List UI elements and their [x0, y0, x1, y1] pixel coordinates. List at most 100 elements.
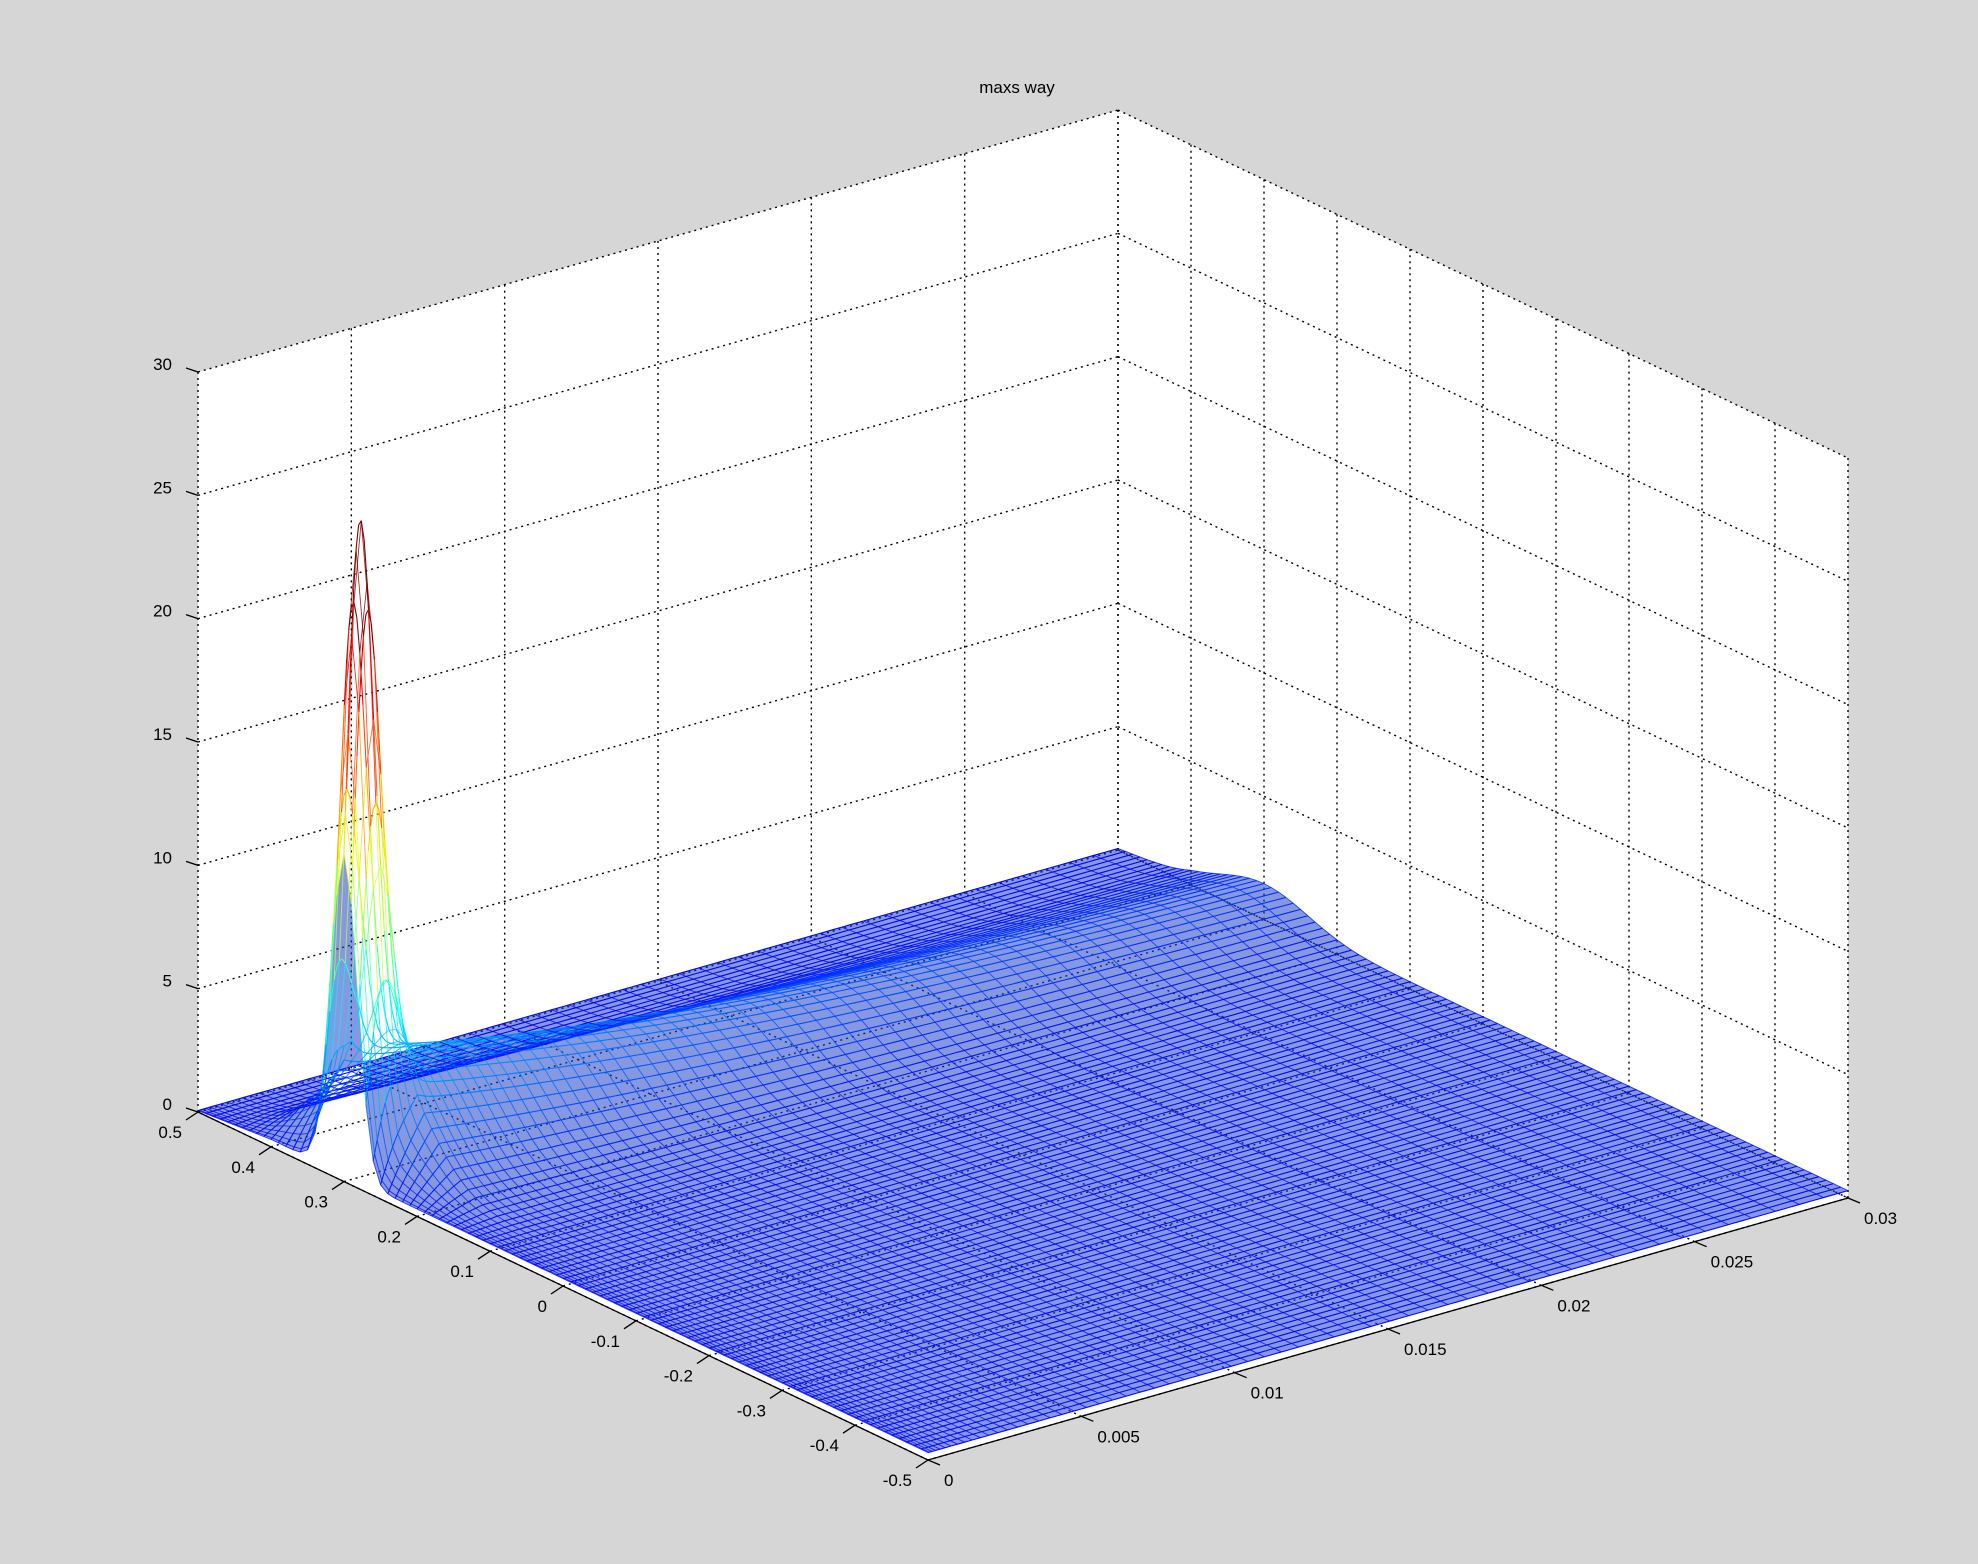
mesh-line-y	[1056, 898, 1069, 903]
mesh-line-y	[836, 960, 848, 965]
mesh-line-y	[455, 1123, 461, 1126]
mesh-line-y	[955, 900, 968, 906]
mesh-line-y	[694, 993, 704, 998]
mesh-line-y	[443, 1125, 448, 1128]
mesh-line-y	[666, 978, 677, 983]
mesh-line-y	[765, 950, 776, 955]
mesh-line-y	[224, 1101, 228, 1104]
surface-mesh	[197, 520, 1849, 1454]
mesh-line-y	[605, 1014, 615, 1019]
mesh-line-y	[604, 991, 614, 996]
mesh-line-y	[1000, 902, 1012, 907]
mesh-line-y	[854, 957, 866, 962]
mesh-line-y	[521, 1038, 531, 1042]
mesh-line-y	[653, 992, 664, 996]
mesh-line-y	[878, 937, 890, 942]
mesh-line-y	[489, 1075, 496, 1077]
mesh-line-y	[508, 1024, 518, 1028]
mesh-line-y	[263, 1089, 269, 1093]
mesh-line-y	[900, 942, 912, 947]
mesh-line-y	[1028, 874, 1042, 880]
mesh-line-y	[769, 958, 781, 963]
mesh-line-y	[793, 974, 804, 979]
mesh-line-y	[838, 929, 850, 934]
mesh-line-y	[1061, 893, 1074, 898]
mesh-line-y	[655, 986, 666, 991]
mesh-line-y	[963, 888, 976, 893]
mesh-line-y	[457, 1107, 463, 1110]
mesh-line-y	[906, 919, 919, 924]
mesh-line-y	[720, 973, 731, 977]
mesh-line-y	[589, 1015, 599, 1019]
mesh-line-y	[848, 963, 860, 968]
mesh-line-y	[1029, 909, 1042, 914]
mesh-line-y	[788, 938, 800, 943]
mesh-line-y	[729, 987, 740, 991]
mesh-line-y	[1120, 853, 1133, 859]
mesh-line-y	[739, 984, 750, 989]
mesh-line-y	[1081, 854, 1094, 860]
mesh-line-y	[465, 1091, 471, 1094]
mesh-line-y	[1017, 912, 1030, 917]
mesh-line-y	[965, 923, 978, 929]
mesh-line-y	[664, 1005, 674, 1010]
mesh-line-y	[1039, 886, 1052, 891]
mesh-line-y	[828, 968, 839, 973]
mesh-line-y	[581, 1012, 591, 1017]
mesh-line-y	[651, 997, 662, 1001]
mesh-line-y	[290, 1133, 294, 1137]
mesh-line-y	[444, 1109, 449, 1112]
mesh-line-y	[596, 1017, 606, 1021]
mesh-line-y	[297, 1079, 304, 1083]
mesh-line-y	[921, 924, 933, 929]
mesh-line-y	[745, 956, 756, 961]
mesh-line-y	[461, 1032, 470, 1036]
mesh-line-y	[620, 991, 630, 996]
grid-line-z-side	[1117, 602, 1849, 952]
mesh-line-y	[821, 944, 832, 949]
mesh-line-y	[586, 996, 596, 1001]
mesh-line-y	[445, 1094, 451, 1096]
mesh-line-y	[672, 986, 682, 991]
mesh-line-y	[396, 1051, 404, 1055]
mesh-line-y	[932, 907, 945, 912]
mesh-line-y	[872, 954, 884, 959]
mesh-line-y	[686, 973, 696, 977]
mesh-line-y	[475, 1047, 484, 1051]
mesh-line-y	[1031, 883, 1044, 889]
mesh-line-y	[828, 946, 840, 951]
mesh-line-y	[856, 943, 868, 948]
mesh-line-y	[1103, 884, 1116, 890]
mesh-line-y	[511, 1060, 519, 1063]
mesh-line-y	[297, 1111, 302, 1116]
mesh-line-y	[793, 947, 804, 952]
mesh-line-y	[707, 961, 719, 966]
mesh-line-y	[867, 940, 879, 945]
mesh-line-y	[1003, 909, 1016, 914]
mesh-line-y	[951, 906, 964, 912]
mesh-line-y	[962, 903, 975, 908]
mesh-line-y	[650, 978, 660, 983]
mesh-line-y	[540, 1019, 550, 1024]
mesh-line-y	[1052, 902, 1065, 907]
mesh-line-y	[1149, 864, 1162, 869]
mesh-line-y	[403, 1058, 412, 1062]
mesh-line-y	[1087, 892, 1100, 898]
mesh-line-y	[299, 1117, 304, 1123]
mesh-line-y	[859, 923, 871, 928]
mesh-line-y	[484, 1075, 490, 1078]
mesh-line-y	[450, 1140, 455, 1142]
mesh-line-y	[516, 1042, 523, 1044]
mesh-line-y	[505, 1061, 513, 1063]
mesh-line-y	[1004, 896, 1017, 901]
mesh-line-y	[755, 953, 766, 958]
mesh-line-y	[525, 1014, 535, 1018]
mesh-line-y	[707, 981, 718, 985]
chart-title: maxs way	[979, 78, 1055, 97]
mesh-line-y	[507, 1029, 517, 1033]
mesh-line-y	[524, 1058, 531, 1061]
mesh-line-y	[747, 950, 759, 955]
mesh-line-y	[741, 979, 753, 984]
mesh-line-y	[954, 934, 966, 939]
mesh-line-y	[732, 982, 743, 987]
